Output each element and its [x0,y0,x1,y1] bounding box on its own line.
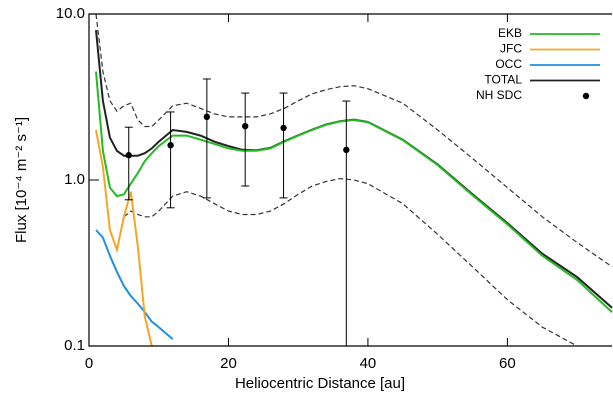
series-line [95,129,153,346]
data-point [280,124,287,132]
legend-label: EKB [498,26,522,40]
plot-area [95,14,613,346]
legend-swatch [582,92,590,100]
x-tick-label: 20 [220,355,237,372]
series-line [95,229,174,340]
legend-label: NH SDC [476,88,522,102]
x-tick-label: 0 [85,355,93,372]
data-point [167,142,174,149]
data-point [242,122,249,130]
x-tick-label: 40 [360,355,377,372]
x-axis-label: Heliocentric Distance [au] [235,375,405,392]
y-tick-label: 1.0 [64,171,85,188]
legend-label: JFC [500,42,522,56]
data-point [125,152,132,159]
legend-label: OCC [495,57,522,71]
y-tick-label: 0.1 [64,337,85,354]
y-axis-label: Flux [10⁻⁴ m⁻² s⁻¹] [13,117,30,243]
series-line [95,71,613,313]
data-point [343,146,350,154]
y-tick-label: 10.0 [56,5,85,22]
data-point [203,113,211,121]
bound-line [95,14,613,268]
bound-line [123,177,578,346]
legend-label: TOTAL [484,73,522,87]
x-tick-label: 60 [499,355,516,372]
series-line [95,30,613,309]
